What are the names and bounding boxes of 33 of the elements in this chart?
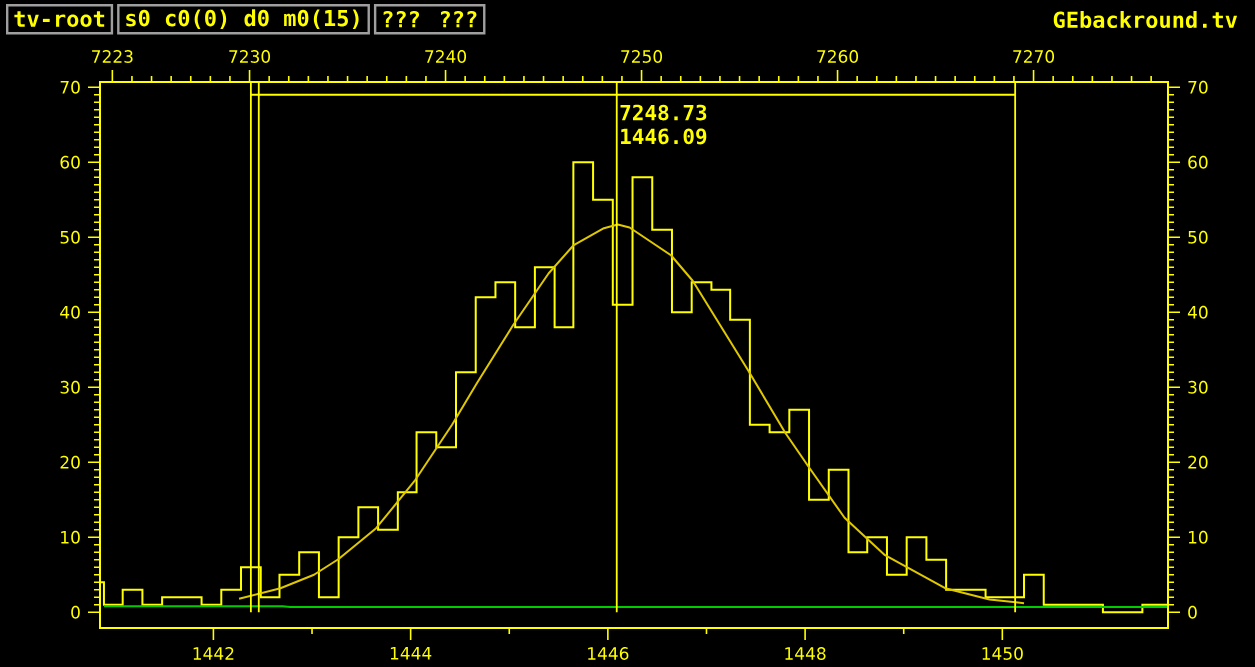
text: s0 c0(0) d0 m0(15) xyxy=(126,9,359,29)
x-tick-label: 1446 xyxy=(588,647,629,660)
y2-tick-label: 50 xyxy=(1188,230,1208,244)
text: ??? ??? xyxy=(383,11,477,28)
y2-tick-label: 40 xyxy=(1187,305,1208,319)
y2-tick-label: 30 xyxy=(1188,380,1208,394)
text: tv-root xyxy=(14,11,105,28)
x2-tick-label: 7240 xyxy=(425,50,467,63)
y-tick-label: 20 xyxy=(60,455,80,469)
ref-line-label: 1446.09 xyxy=(621,128,707,145)
x-tick-label: 1444 xyxy=(390,647,432,660)
x-tick-label: 1448 xyxy=(785,647,826,660)
x2-tick-label: 7270 xyxy=(1013,50,1055,63)
y-tick-label: 60 xyxy=(60,155,80,169)
y2-tick-label: 10 xyxy=(1188,530,1208,544)
x2-tick-label: 7250 xyxy=(621,50,663,63)
y-tick-label: 30 xyxy=(60,380,80,394)
y2-tick-label: 0 xyxy=(1188,605,1197,619)
y-tick-label: 0 xyxy=(71,605,80,619)
text: GEbackround.tv xyxy=(1053,11,1238,29)
y-tick-label: 40 xyxy=(60,305,80,319)
x2-tick-label: 7260 xyxy=(817,50,859,63)
y2-tick-label: 70 xyxy=(1188,80,1208,94)
x-tick-label: 1442 xyxy=(193,647,234,660)
y2-tick-label: 60 xyxy=(1188,155,1208,169)
y-tick-label: 50 xyxy=(60,230,80,244)
y2-tick-label: 20 xyxy=(1188,455,1208,469)
x2-tick-label: 7230 xyxy=(229,50,271,63)
x2-tick-label: 7223 xyxy=(92,50,133,63)
y-tick-label: 70 xyxy=(60,80,80,94)
x-tick-label: 1450 xyxy=(982,647,1023,660)
y-tick-label: 10 xyxy=(61,530,80,544)
annotation: 7248.73 xyxy=(620,104,707,121)
